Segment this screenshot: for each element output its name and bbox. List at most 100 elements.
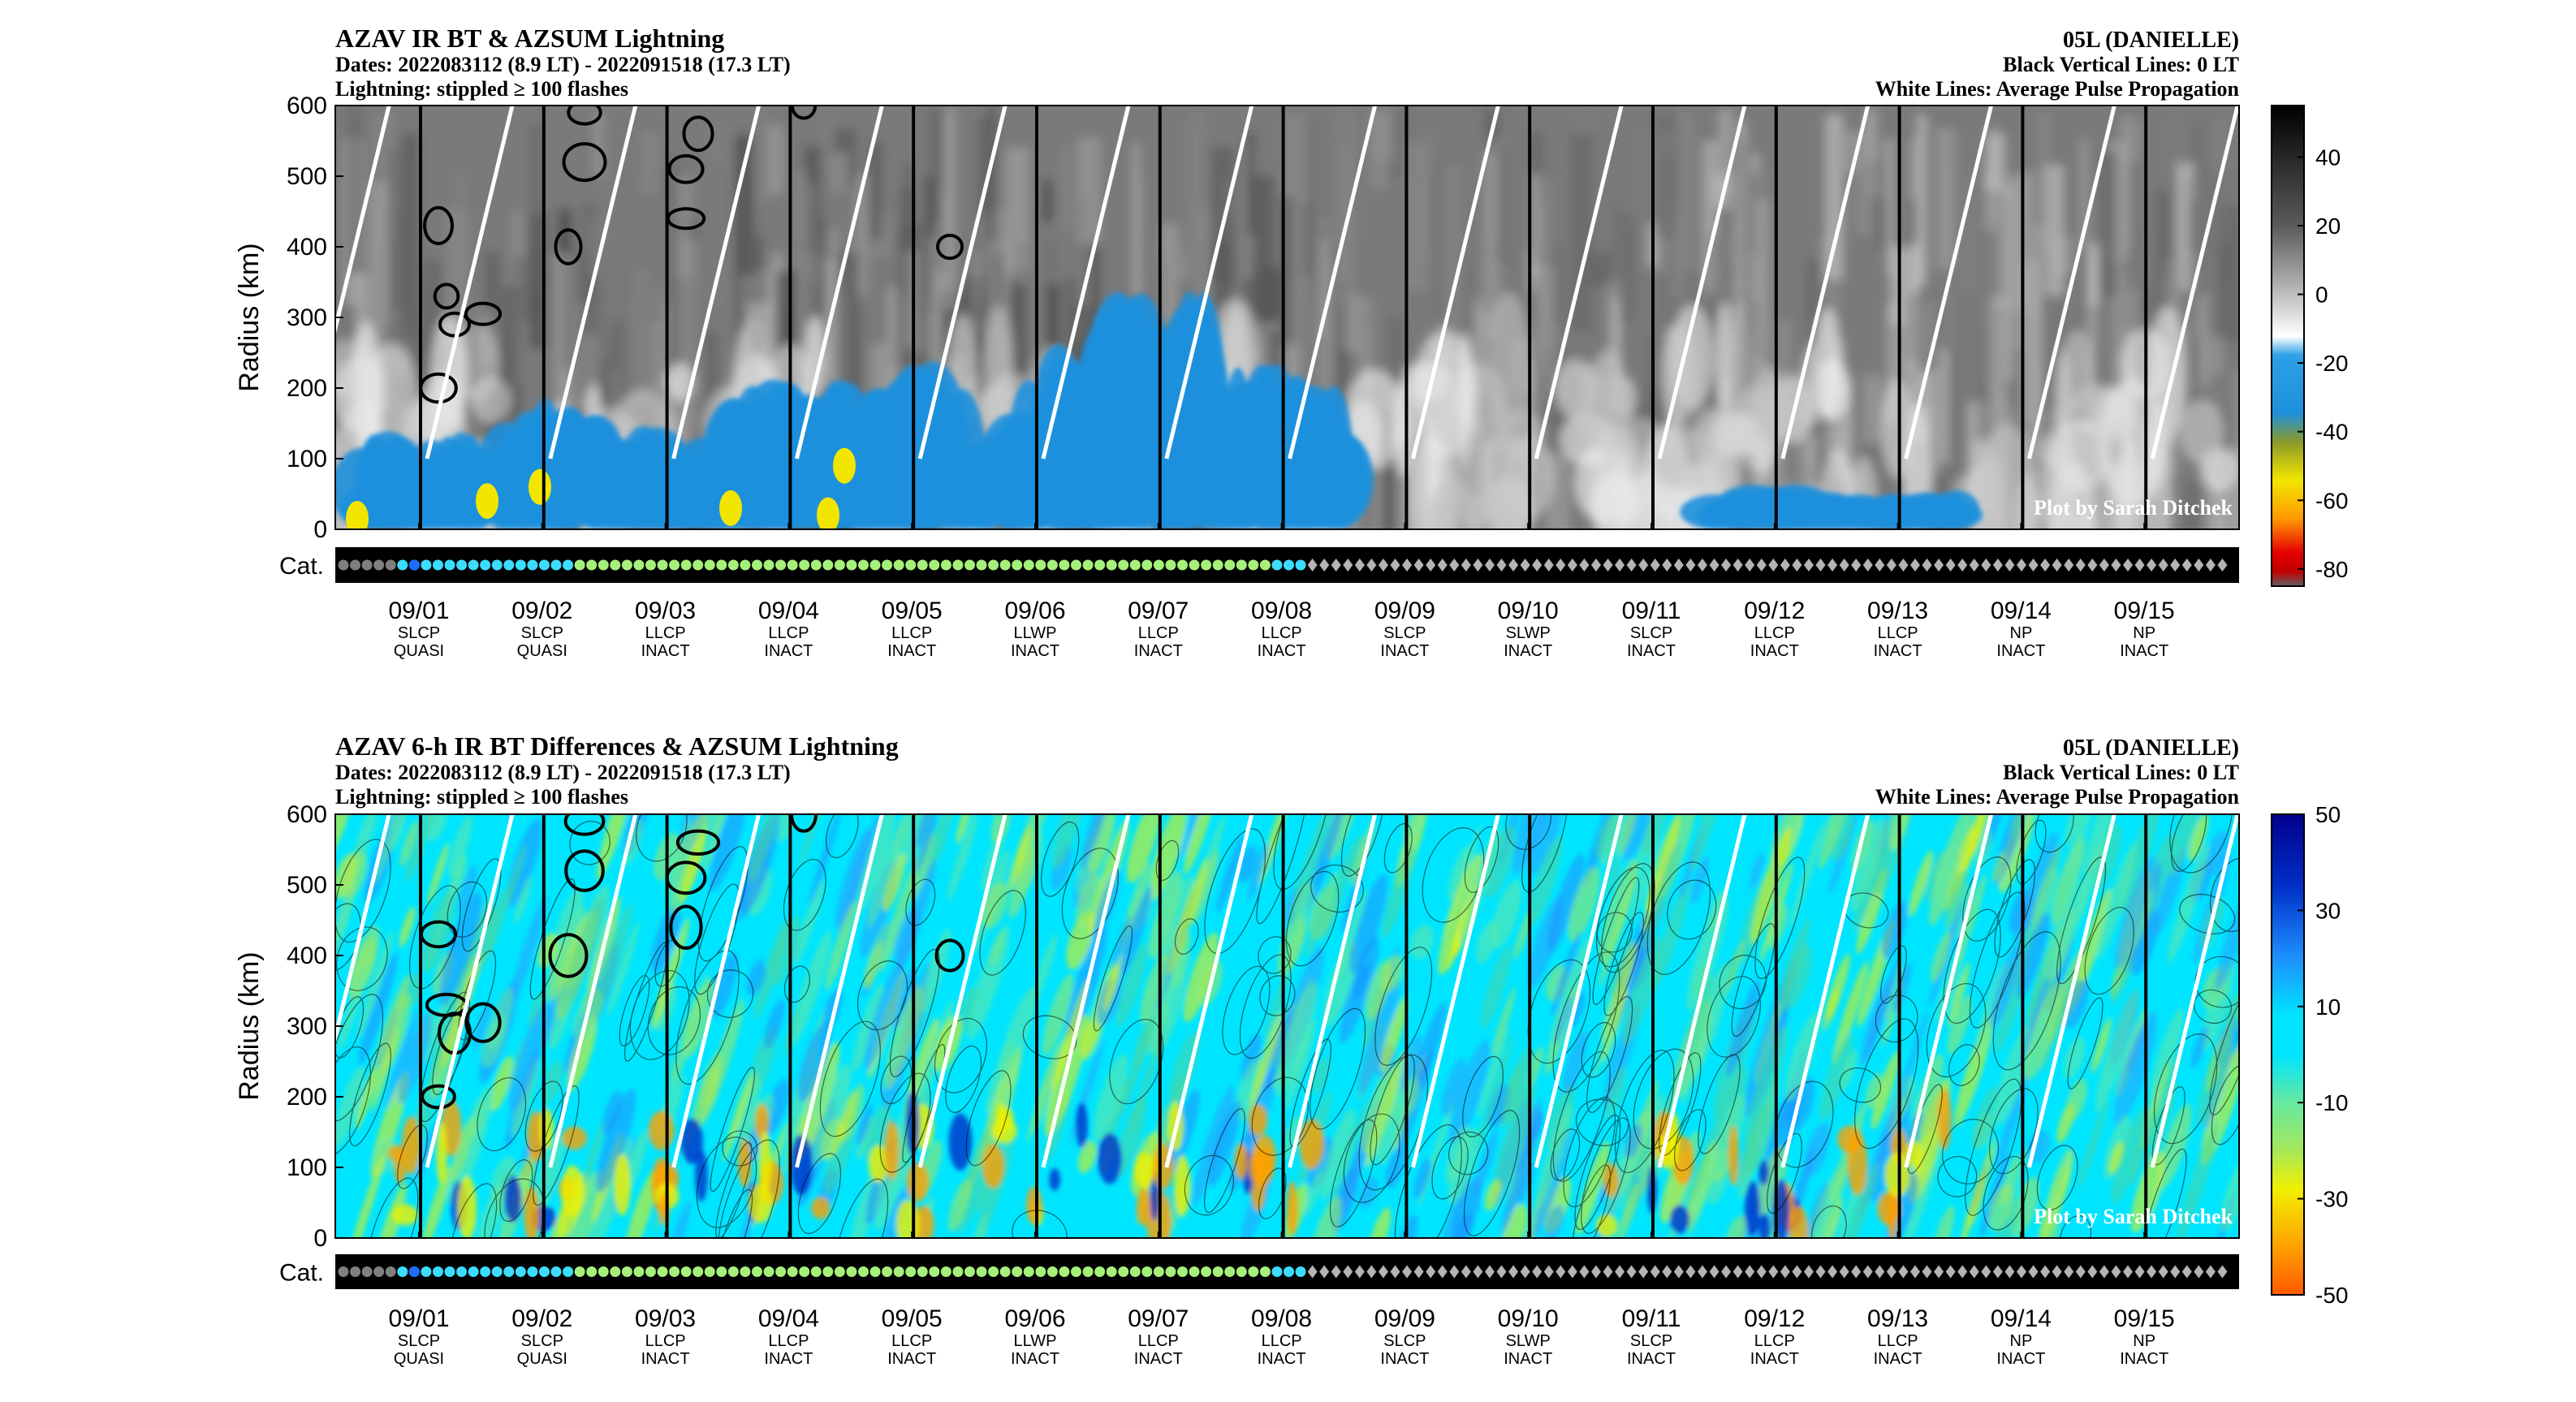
lightning-contour: [423, 205, 454, 246]
storm-name: 05L (DANIELLE): [2063, 736, 2239, 761]
x-tick-label: 09/08: [1251, 1305, 1312, 1332]
category-marker: [1484, 1265, 1495, 1279]
day-activity: INACT: [1011, 642, 1059, 660]
lightning-contour: [548, 933, 589, 978]
category-label: Cat.: [279, 553, 324, 580]
category-marker: [1224, 1266, 1236, 1277]
category-marker: [373, 559, 385, 571]
category-marker: [1141, 1266, 1153, 1277]
category-marker: [1922, 1265, 1932, 1279]
category-marker: [1745, 559, 1755, 572]
colorbar-tick-label: 0: [2315, 283, 2328, 308]
category-marker: [1153, 1266, 1164, 1277]
x-tick-label: 09/10: [1498, 1305, 1559, 1332]
category-marker: [1059, 559, 1070, 571]
day-pulse-type: SLWP: [1506, 1332, 1551, 1350]
category-marker: [1957, 559, 1968, 572]
pulse-line: [2150, 814, 2239, 1168]
very-cold-cloud: [529, 468, 551, 505]
category-marker: [1626, 1265, 1637, 1279]
day-activity: QUASI: [394, 1350, 444, 1368]
pulse-line: [1410, 106, 1500, 459]
day-pulse-type: LLCP: [645, 624, 686, 642]
category-marker: [822, 559, 834, 571]
category-marker: [1141, 559, 1153, 571]
pulse-line: [1657, 814, 1747, 1168]
category-marker: [1662, 559, 1672, 572]
cold-cloud-blob: [618, 472, 674, 529]
category-marker: [1532, 1265, 1543, 1279]
category-marker: [2134, 559, 2145, 572]
category-marker: [693, 1266, 704, 1277]
category-marker: [810, 559, 822, 571]
category-marker: [2087, 559, 2098, 572]
category-marker: [740, 1266, 751, 1277]
day-pulse-type: LLCP: [1262, 624, 1302, 642]
category-marker: [444, 559, 455, 571]
category-marker: [1496, 1265, 1507, 1279]
category-marker: [1898, 1265, 1909, 1279]
category-marker: [964, 559, 975, 571]
category-marker: [917, 559, 928, 571]
category-marker: [1626, 559, 1637, 572]
category-marker: [586, 1266, 598, 1277]
category-marker: [1827, 559, 1838, 572]
category-marker: [1909, 1265, 1920, 1279]
category-marker: [1012, 1266, 1023, 1277]
category-marker: [952, 559, 964, 571]
category-marker: [2111, 559, 2121, 572]
category-marker: [846, 1266, 857, 1277]
category-marker: [1697, 1265, 1707, 1279]
category-marker: [456, 559, 468, 571]
x-tick-label: 09/06: [1004, 1305, 1065, 1332]
day-activity: INACT: [641, 642, 690, 660]
pulse-line: [671, 814, 762, 1168]
category-marker: [527, 559, 538, 571]
day-pulse-type: SLCP: [521, 1332, 563, 1350]
category-marker: [598, 559, 609, 571]
pulse-line: [1164, 814, 1254, 1168]
category-marker: [1236, 1266, 1247, 1277]
category-marker: [468, 559, 479, 571]
panel-title: AZAV 6-h IR BT Differences & AZSUM Light…: [335, 731, 899, 761]
cold-cloud-field: [335, 291, 1983, 529]
category-marker: [680, 559, 692, 571]
category-marker: [1579, 559, 1590, 572]
category-marker: [1378, 559, 1388, 572]
category-marker: [1248, 559, 1259, 571]
category-marker: [610, 559, 621, 571]
category-marker: [1851, 559, 1862, 572]
pulse-line: [425, 106, 515, 459]
x-tick-label: 09/13: [1867, 597, 1928, 624]
category-marker: [1224, 559, 1236, 571]
category-marker: [2075, 559, 2086, 572]
category-marker: [1402, 1265, 1413, 1279]
day-activity: INACT: [1380, 642, 1429, 660]
pulse-line: [1904, 106, 1994, 459]
category-marker: [1898, 559, 1909, 572]
day-pulse-type: SLCP: [1630, 624, 1672, 642]
day-pulse-type: LLCP: [1138, 624, 1179, 642]
day-activity: INACT: [1258, 642, 1306, 660]
y-tick-label: 200: [287, 1084, 327, 1111]
category-marker: [2158, 1265, 2168, 1279]
colorbar-tick-label: -50: [2315, 1283, 2348, 1308]
colorbar-tick-label: -30: [2315, 1187, 2348, 1212]
category-marker: [1520, 1265, 1530, 1279]
category-marker: [480, 559, 491, 571]
day-activity: INACT: [887, 642, 936, 660]
x-tick-label: 09/03: [635, 1305, 696, 1332]
category-marker: [1590, 1265, 1601, 1279]
category-marker: [1094, 1266, 1106, 1277]
category-marker: [775, 1266, 787, 1277]
day-pulse-type: LLCP: [1138, 1332, 1179, 1350]
category-marker: [1815, 1265, 1826, 1279]
category-marker: [1508, 559, 1519, 572]
x-tick-label: 09/07: [1128, 597, 1189, 624]
cold-cloud-blob: [1928, 494, 1970, 529]
cold-cloud-blob: [1271, 376, 1323, 529]
category-marker: [1331, 1265, 1341, 1279]
panel-lightning-note: Lightning: stippled ≥ 100 flashes: [335, 785, 628, 809]
category-marker: [1803, 1265, 1814, 1279]
